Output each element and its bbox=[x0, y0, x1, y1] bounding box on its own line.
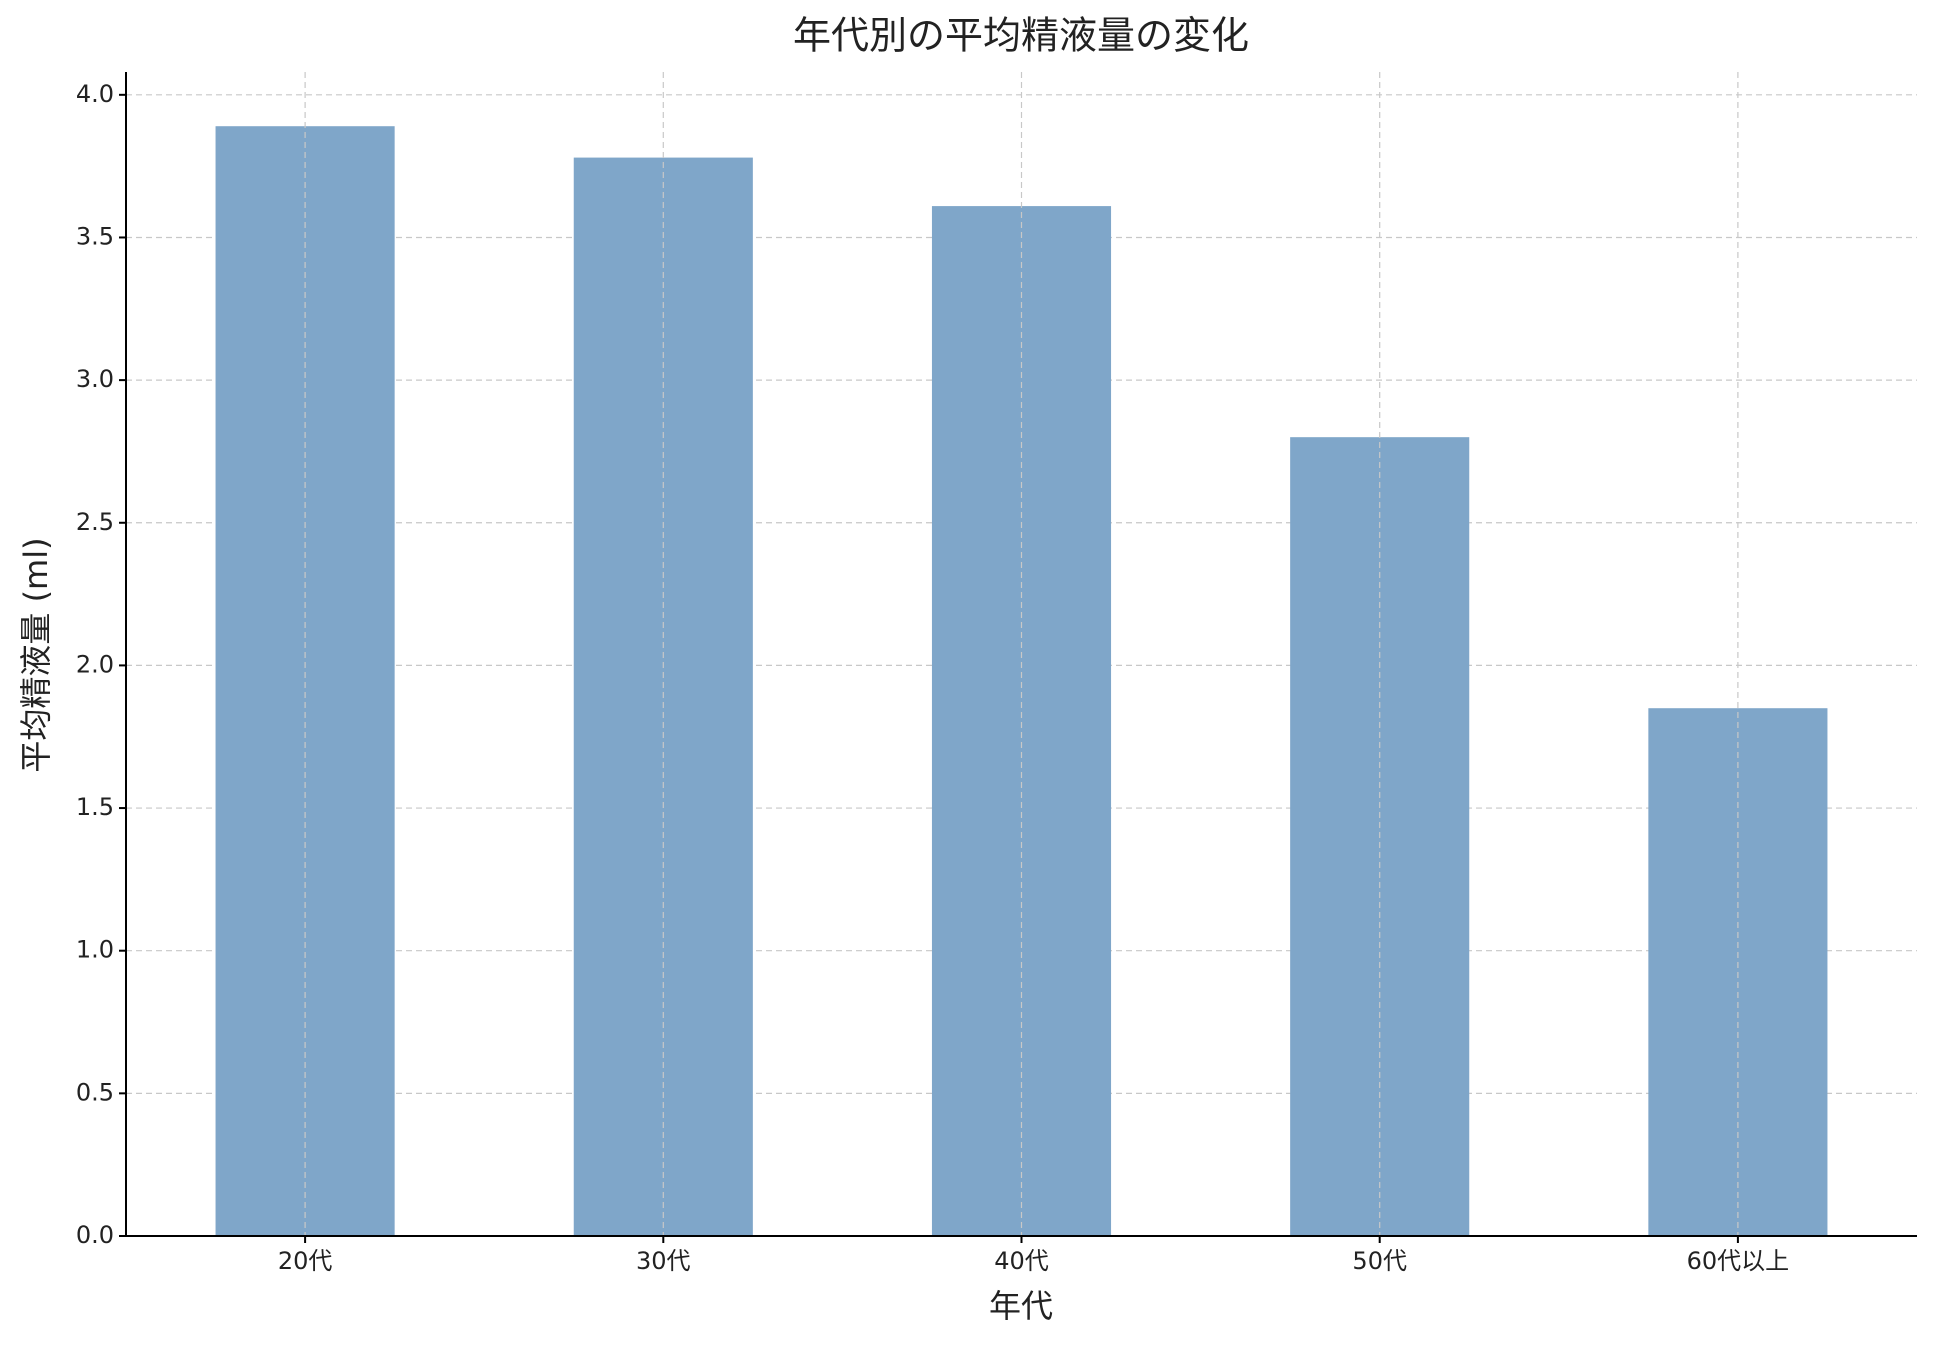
y-tick-label: 2.0 bbox=[76, 650, 114, 678]
y-axis-label: 平均精液量 (ml) bbox=[17, 537, 55, 772]
x-tick-label: 60代以上 bbox=[1687, 1247, 1790, 1275]
x-tick-label: 40代 bbox=[994, 1247, 1049, 1275]
y-tick-label: 0.5 bbox=[76, 1078, 114, 1106]
y-tick-label: 4.0 bbox=[76, 80, 114, 108]
x-tick-label: 20代 bbox=[278, 1247, 333, 1275]
y-tick-label: 3.5 bbox=[76, 222, 114, 250]
y-tick-label: 3.0 bbox=[76, 365, 114, 393]
x-tick-label: 30代 bbox=[636, 1247, 691, 1275]
y-tick-label: 1.5 bbox=[76, 793, 114, 821]
y-tick-label: 0.0 bbox=[76, 1221, 114, 1249]
y-tick-label: 2.5 bbox=[76, 508, 114, 536]
x-axis-label: 年代 bbox=[989, 1287, 1053, 1325]
x-tick-label: 50代 bbox=[1352, 1247, 1407, 1275]
bar bbox=[931, 206, 1112, 1236]
bar bbox=[215, 126, 395, 1236]
chart-title: 年代別の平均精液量の変化 bbox=[793, 14, 1249, 58]
y-tick-label: 1.0 bbox=[76, 936, 114, 964]
